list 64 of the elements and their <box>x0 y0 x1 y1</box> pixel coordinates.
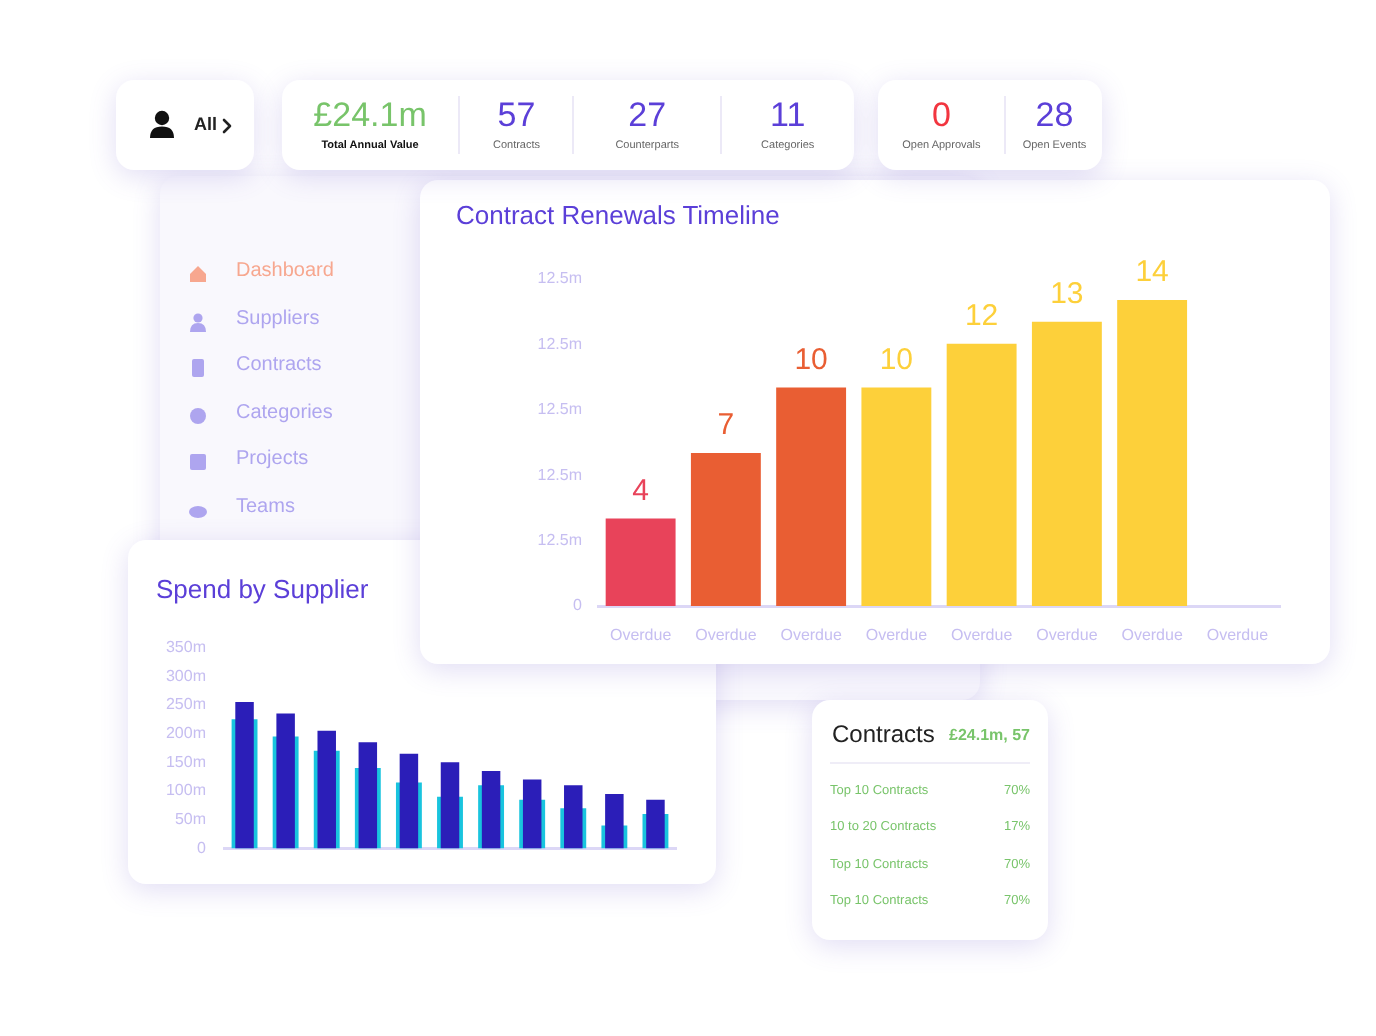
bar <box>646 799 665 849</box>
category-label: Projects <box>236 448 309 471</box>
bar <box>317 730 336 849</box>
category-label: Categories <box>236 401 333 424</box>
data-label: 7 <box>717 408 735 443</box>
bar <box>605 518 676 606</box>
bar <box>861 387 932 606</box>
text: £24.1m <box>313 95 427 133</box>
chart-title: Contract Renewals Timeline <box>456 200 780 230</box>
bar <box>564 785 583 849</box>
text: 12.5m <box>537 269 583 288</box>
y-tick-label: 300m <box>165 666 207 685</box>
text: 28 <box>1035 95 1074 133</box>
text: 12.5m <box>537 334 583 353</box>
y-tick-label: 100m <box>165 781 207 800</box>
y-tick-label: 50m <box>174 810 207 829</box>
bar <box>946 343 1017 606</box>
text: 57 <box>497 95 536 133</box>
x-tick-label: Overdue <box>609 626 673 645</box>
text: 0 <box>573 596 584 615</box>
category-label: Contracts <box>236 354 322 377</box>
y-tick-label: 350m <box>165 638 207 657</box>
y-tick-label: 250m <box>165 695 207 714</box>
bar <box>235 702 254 849</box>
chart-title: Spend by Supplier <box>156 574 369 604</box>
data-label: 14 <box>1135 255 1169 290</box>
bar <box>276 713 295 849</box>
text: 12.5m <box>537 465 583 484</box>
bar <box>690 453 761 606</box>
x-tick-label: Overdue <box>1206 626 1270 645</box>
bar <box>358 742 378 849</box>
bar <box>605 793 624 849</box>
text: 11 <box>770 95 806 133</box>
x-tick-label: Overdue <box>865 626 929 645</box>
text: 0 <box>931 95 951 133</box>
text: 27 <box>628 95 667 133</box>
data-label: 13 <box>1050 277 1084 312</box>
text: Contracts <box>832 720 935 748</box>
x-tick-label: Overdue <box>950 626 1014 645</box>
bar <box>1031 321 1102 606</box>
x-tick-label: Overdue <box>1036 626 1099 645</box>
data-label: 10 <box>879 342 914 377</box>
text: 12.5m <box>537 400 583 419</box>
y-tick-label: 0 <box>197 838 208 857</box>
bar <box>522 779 542 849</box>
bar <box>1117 300 1188 606</box>
text: 12.5m <box>537 531 583 550</box>
text: All <box>194 114 218 134</box>
bar <box>776 387 847 606</box>
text: £24.1m, 57 <box>949 726 1030 744</box>
x-tick-label: Overdue <box>780 626 843 645</box>
bar <box>481 770 501 849</box>
category-label: Suppliers <box>236 307 320 330</box>
x-tick-label: Overdue <box>1121 626 1184 645</box>
bar <box>399 753 419 849</box>
x-tick-label: Overdue <box>695 626 758 645</box>
data-label: 4 <box>632 473 649 508</box>
y-tick-label: 150m <box>165 752 207 771</box>
bar <box>440 762 460 849</box>
category-label: Dashboard <box>236 260 334 282</box>
category-label: Teams <box>236 496 295 518</box>
data-label: 10 <box>794 342 828 377</box>
y-tick-label: 200m <box>165 724 207 743</box>
data-label: 12 <box>964 299 999 333</box>
